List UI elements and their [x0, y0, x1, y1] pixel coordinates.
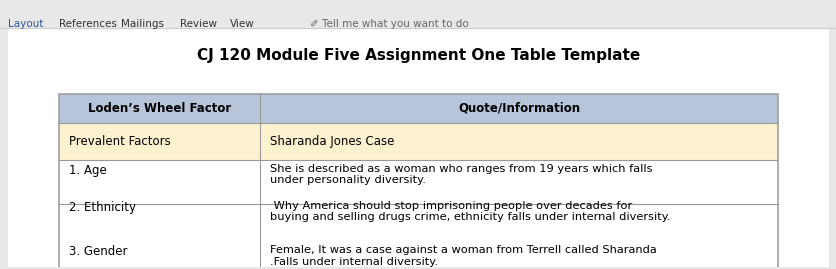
Text: 1. Age: 1. Age: [69, 164, 106, 177]
Text: She is described as a woman who ranges from 19 years which falls: She is described as a woman who ranges f…: [270, 164, 652, 174]
Text: Review: Review: [180, 19, 217, 29]
FancyBboxPatch shape: [260, 94, 777, 123]
Text: under personality diversity.: under personality diversity.: [270, 175, 426, 185]
FancyBboxPatch shape: [59, 198, 260, 242]
FancyBboxPatch shape: [59, 123, 260, 160]
FancyBboxPatch shape: [8, 29, 828, 267]
FancyBboxPatch shape: [260, 123, 777, 160]
Text: CJ 120 Module Five Assignment One Table Template: CJ 120 Module Five Assignment One Table …: [196, 48, 640, 63]
Text: Loden’s Wheel Factor: Loden’s Wheel Factor: [88, 102, 231, 115]
Text: View: View: [230, 19, 255, 29]
Text: Female, It was a case against a woman from Terrell called Sharanda: Female, It was a case against a woman fr…: [270, 245, 656, 255]
Text: buying and selling drugs crime, ethnicity falls under internal diversity.: buying and selling drugs crime, ethnicit…: [270, 213, 670, 222]
Text: Layout: Layout: [8, 19, 43, 29]
FancyBboxPatch shape: [260, 160, 777, 198]
Text: 3. Gender: 3. Gender: [69, 245, 127, 258]
FancyBboxPatch shape: [59, 160, 260, 198]
FancyBboxPatch shape: [59, 94, 260, 123]
Text: ✐ Tell me what you want to do: ✐ Tell me what you want to do: [309, 19, 468, 29]
FancyBboxPatch shape: [260, 198, 777, 242]
Text: References: References: [59, 19, 116, 29]
Text: Quote/Information: Quote/Information: [457, 102, 579, 115]
Text: Mailings: Mailings: [121, 19, 164, 29]
Text: 2. Ethnicity: 2. Ethnicity: [69, 201, 135, 214]
FancyBboxPatch shape: [260, 242, 777, 269]
Text: Why America should stop imprisoning people over decades for: Why America should stop imprisoning peop…: [270, 201, 632, 211]
Text: Sharanda Jones Case: Sharanda Jones Case: [270, 135, 394, 148]
Text: .Falls under internal diversity.: .Falls under internal diversity.: [270, 257, 438, 267]
FancyBboxPatch shape: [59, 242, 260, 269]
Text: Prevalent Factors: Prevalent Factors: [69, 135, 171, 148]
